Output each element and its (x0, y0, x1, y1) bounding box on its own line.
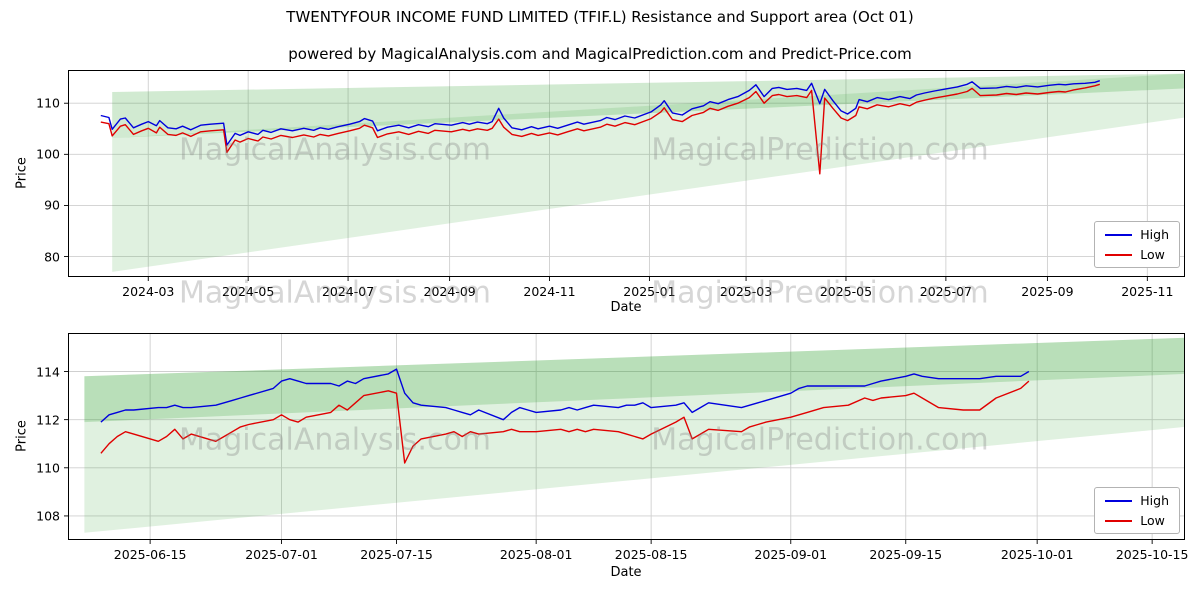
high-line-swatch (1105, 499, 1133, 502)
x-tick-label: 2025-10-15 (1115, 547, 1189, 562)
x-tick-label: 2025-09-15 (869, 547, 943, 562)
series-high-line (100, 80, 1101, 146)
plot-border (68, 333, 1185, 540)
y-tick-label: 110 (36, 95, 60, 111)
x-tick-label: 2025-08-01 (499, 547, 573, 562)
plot-area-0 (64, 70, 1186, 281)
legend-bottom-chart: High Low (1094, 487, 1180, 534)
x-tick-label: 2025-05 (819, 284, 873, 299)
resistance-band (112, 73, 1186, 138)
legend-entry-low: Low (1105, 247, 1169, 262)
x-tick-label: 2025-06-15 (113, 547, 187, 562)
x-tick-label: 2025-11 (1121, 284, 1174, 299)
legend-entry-high: High (1105, 493, 1169, 508)
y-tick-label: 108 (36, 508, 60, 524)
legend-entry-high: High (1105, 227, 1169, 242)
support-area (112, 73, 1186, 272)
x-axis-label-bottom: Date (610, 565, 642, 580)
x-tick-label: 2024-09 (423, 284, 476, 299)
x-tick-label: 2025-07-01 (245, 547, 318, 562)
high-line-swatch (1105, 233, 1133, 236)
low-line-swatch (1105, 519, 1133, 522)
figure-subtitle: powered by MagicalAnalysis.com and Magic… (288, 45, 912, 63)
x-tick-label: 2024-11 (523, 284, 576, 299)
x-tick-label: 2025-09 (1021, 284, 1074, 299)
legend-high-label: High (1140, 227, 1169, 242)
resistance-band (84, 337, 1185, 423)
plot-border (68, 70, 1185, 277)
y-tick-label: 114 (36, 364, 60, 379)
plot-area-1 (64, 333, 1185, 544)
legend-low-label: Low (1140, 247, 1165, 262)
x-tick-label: 2025-07 (919, 284, 972, 299)
y-tick-label: 110 (36, 460, 60, 476)
series-low-line (100, 83, 1101, 175)
x-tick-label: 2025-08-15 (614, 547, 688, 562)
y-tick-label: 112 (36, 412, 60, 428)
x-axis-label-top: Date (610, 300, 642, 315)
x-tick-label: 2025-09-01 (754, 547, 828, 562)
legend-high-label: High (1140, 493, 1169, 508)
series-low-line (100, 380, 1030, 464)
x-tick-label: 2024-03 (122, 284, 175, 299)
x-tick-label: 2025-10-01 (1000, 547, 1074, 562)
legend-low-label: Low (1140, 513, 1165, 528)
y-tick-label: 80 (44, 249, 60, 265)
legend-entry-low: Low (1105, 513, 1169, 528)
x-tick-label: 2025-07-15 (360, 547, 433, 562)
x-tick-label: 2025-01 (623, 284, 676, 299)
support-area (84, 337, 1185, 533)
y-tick-label: 100 (36, 146, 60, 162)
y-axis-label-top: Price (14, 157, 30, 189)
legend-top-chart: High Low (1094, 221, 1180, 268)
series-high-line (100, 368, 1030, 423)
x-tick-label: 2025-03 (719, 284, 773, 299)
page-title: TWENTYFOUR INCOME FUND LIMITED (TFIF.L) … (286, 8, 914, 26)
y-tick-label: 90 (44, 197, 60, 213)
low-line-swatch (1105, 253, 1133, 256)
x-tick-label: 2024-07 (321, 284, 375, 299)
x-tick-label: 2024-05 (222, 284, 275, 299)
